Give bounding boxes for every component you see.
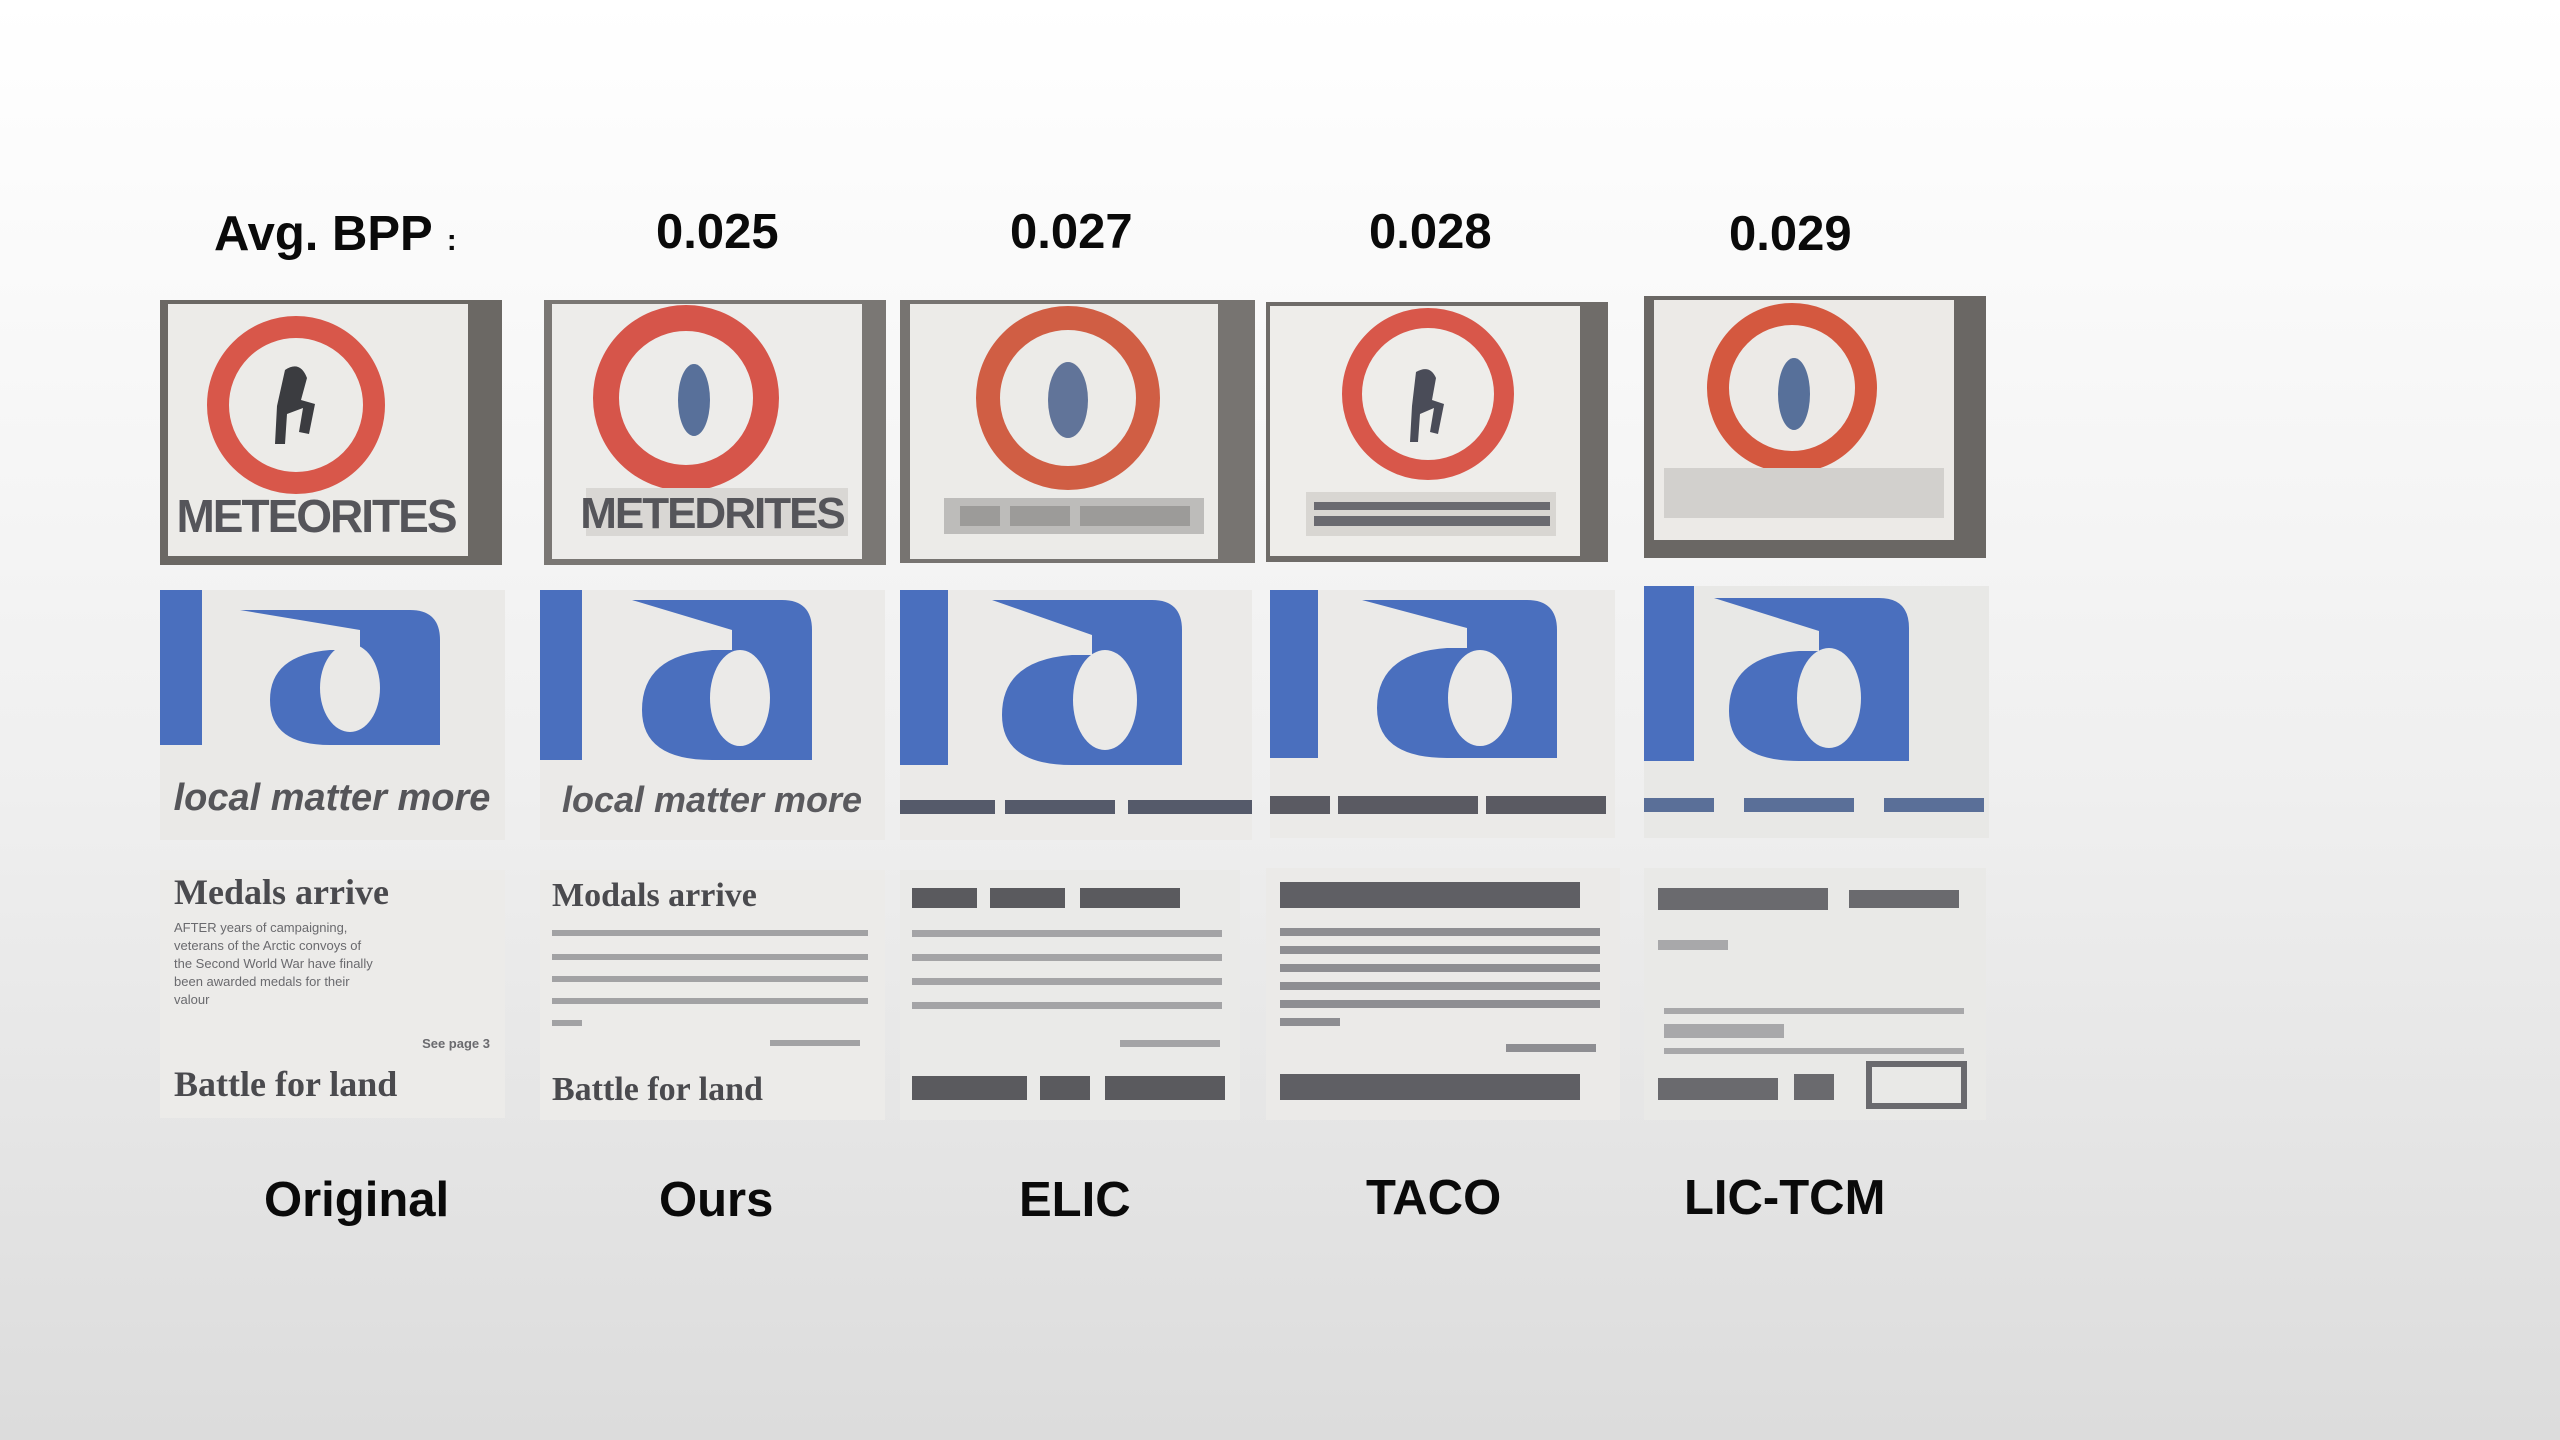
- method-label-ours: Ours: [659, 1176, 773, 1225]
- news-page-ref: See page 3: [422, 1036, 490, 1051]
- news-body-line-3: the Second World War have finally: [174, 956, 373, 971]
- crop-sign-taco: [1266, 302, 1608, 562]
- news-headline2-ours: Battle for land: [552, 1071, 763, 1108]
- crop-news-original: Medals arrive AFTER years of campaigning…: [160, 870, 505, 1118]
- news-body-line-5: valour: [174, 992, 210, 1007]
- crop-sign-elic: [900, 300, 1255, 563]
- crop-news-ours: Modals arrive Battle for land: [540, 870, 885, 1120]
- news-headline-ours: Modals arrive: [552, 877, 757, 914]
- bpp-value-lictcm: 0.029: [1729, 210, 1852, 259]
- method-label-original: Original: [264, 1176, 449, 1225]
- crop-sign-ours: METEDRITES: [544, 300, 886, 565]
- crop-sign-lictcm: [1644, 296, 1986, 558]
- crop-logo-lictcm: [1644, 586, 1989, 838]
- avg-bpp-label: Avg. BPP:: [214, 210, 457, 259]
- method-label-elic: ELIC: [1019, 1176, 1131, 1225]
- logo-caption-ours: local matter more: [562, 779, 862, 820]
- sign-text-ours: METEDRITES: [580, 489, 844, 538]
- method-label-taco: TACO: [1366, 1174, 1501, 1223]
- crop-logo-ours: local matter more: [540, 590, 885, 840]
- crop-sign-original: METEORITES: [160, 300, 502, 565]
- crop-logo-original: local matter more: [160, 590, 505, 840]
- crop-news-lictcm: [1644, 868, 1986, 1120]
- avg-bpp-text: Avg. BPP: [214, 207, 433, 261]
- news-headline-original: Medals arrive: [174, 872, 389, 912]
- avg-bpp-colon: :: [447, 224, 457, 257]
- news-body-line-4: been awarded medals for their: [174, 974, 350, 989]
- crop-logo-elic: [900, 590, 1252, 840]
- method-label-lictcm: LIC-TCM: [1684, 1174, 1885, 1223]
- bpp-value-taco: 0.028: [1369, 208, 1492, 257]
- crop-logo-taco: [1270, 590, 1615, 838]
- crop-news-elic: [900, 870, 1240, 1120]
- crop-news-taco: [1266, 868, 1620, 1120]
- news-body-line-2: veterans of the Arctic convoys of: [174, 938, 362, 953]
- sign-text-original: METEORITES: [176, 490, 455, 542]
- news-body-line-1: AFTER years of campaigning,: [174, 920, 347, 935]
- bpp-value-elic: 0.027: [1010, 208, 1133, 257]
- bpp-value-ours: 0.025: [656, 208, 779, 257]
- logo-caption-original: local matter more: [174, 777, 491, 819]
- news-headline2-original: Battle for land: [174, 1064, 397, 1104]
